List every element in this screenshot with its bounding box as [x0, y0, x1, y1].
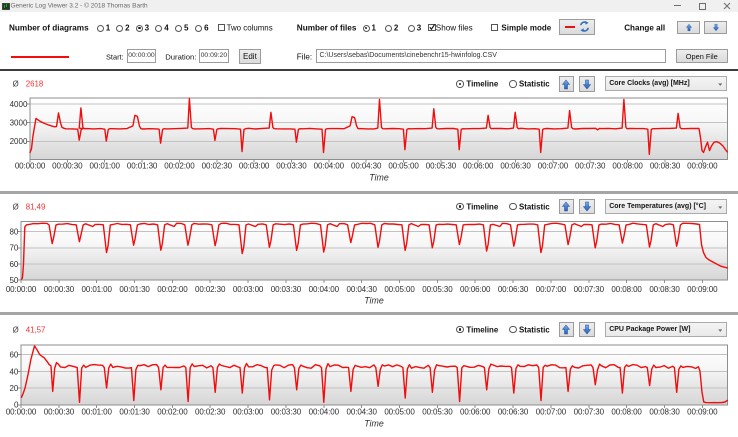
svg-text:0: 0: [14, 401, 19, 410]
svg-text:00:07:00: 00:07:00: [536, 285, 567, 294]
svg-text:00:07:00: 00:07:00: [538, 161, 569, 170]
svg-text:00:09:00: 00:09:00: [687, 285, 718, 294]
svg-text:Time: Time: [369, 172, 389, 182]
svg-text:00:06:00: 00:06:00: [463, 161, 494, 170]
svg-text:00:01:30: 00:01:30: [119, 285, 150, 294]
svg-text:00:04:30: 00:04:30: [351, 161, 382, 170]
svg-text:00:02:30: 00:02:30: [202, 161, 233, 170]
svg-text:00:01:30: 00:01:30: [127, 161, 158, 170]
svg-text:00:09:00: 00:09:00: [687, 408, 718, 417]
svg-text:00:08:00: 00:08:00: [611, 408, 642, 417]
svg-text:00:02:30: 00:02:30: [195, 285, 226, 294]
svg-text:3000: 3000: [10, 119, 28, 128]
svg-text:00:04:00: 00:04:00: [309, 285, 340, 294]
svg-text:00:06:00: 00:06:00: [460, 408, 491, 417]
svg-text:00:03:30: 00:03:30: [271, 285, 302, 294]
svg-text:00:01:30: 00:01:30: [119, 408, 150, 417]
svg-text:60: 60: [9, 351, 18, 360]
svg-text:00:00:30: 00:00:30: [44, 285, 75, 294]
svg-text:4000: 4000: [10, 100, 28, 109]
svg-text:00:06:00: 00:06:00: [460, 285, 491, 294]
svg-text:Time: Time: [364, 296, 384, 306]
svg-text:00:08:00: 00:08:00: [611, 285, 642, 294]
svg-text:50: 50: [9, 276, 18, 285]
svg-text:00:04:30: 00:04:30: [347, 408, 378, 417]
svg-text:70: 70: [9, 244, 18, 253]
svg-text:00:03:00: 00:03:00: [239, 161, 270, 170]
svg-text:00:00:30: 00:00:30: [44, 408, 75, 417]
svg-text:00:07:30: 00:07:30: [574, 408, 605, 417]
svg-text:00:02:00: 00:02:00: [157, 285, 188, 294]
svg-text:00:05:30: 00:05:30: [426, 161, 457, 170]
svg-text:00:05:00: 00:05:00: [384, 408, 415, 417]
svg-text:00:02:00: 00:02:00: [157, 408, 188, 417]
svg-text:00:03:00: 00:03:00: [233, 408, 264, 417]
svg-text:00:01:00: 00:01:00: [82, 285, 113, 294]
svg-text:00:00:00: 00:00:00: [6, 408, 37, 417]
svg-text:00:03:30: 00:03:30: [271, 408, 302, 417]
svg-text:00:08:30: 00:08:30: [649, 408, 680, 417]
svg-text:80: 80: [9, 228, 18, 237]
svg-text:00:08:00: 00:08:00: [612, 161, 643, 170]
svg-text:00:00:30: 00:00:30: [52, 161, 83, 170]
svg-text:60: 60: [9, 260, 18, 269]
svg-text:00:04:00: 00:04:00: [309, 408, 340, 417]
svg-text:00:03:30: 00:03:30: [276, 161, 307, 170]
svg-text:2000: 2000: [10, 137, 28, 146]
svg-text:00:07:00: 00:07:00: [536, 408, 567, 417]
svg-text:00:05:00: 00:05:00: [388, 161, 419, 170]
svg-text:00:03:00: 00:03:00: [233, 285, 264, 294]
svg-text:00:05:30: 00:05:30: [422, 285, 453, 294]
svg-text:00:06:30: 00:06:30: [500, 161, 531, 170]
svg-text:00:04:00: 00:04:00: [314, 161, 345, 170]
svg-text:00:08:30: 00:08:30: [650, 161, 681, 170]
svg-text:00:01:00: 00:01:00: [90, 161, 121, 170]
svg-text:00:00:00: 00:00:00: [6, 285, 37, 294]
svg-text:00:04:30: 00:04:30: [347, 285, 378, 294]
svg-text:00:08:30: 00:08:30: [649, 285, 680, 294]
svg-text:00:00:00: 00:00:00: [15, 161, 46, 170]
svg-text:00:09:00: 00:09:00: [687, 161, 718, 170]
svg-text:Time: Time: [364, 419, 384, 429]
svg-text:00:07:30: 00:07:30: [574, 285, 605, 294]
svg-text:20: 20: [9, 384, 18, 393]
svg-text:00:01:00: 00:01:00: [82, 408, 113, 417]
svg-text:00:05:30: 00:05:30: [422, 408, 453, 417]
svg-text:00:06:30: 00:06:30: [498, 285, 529, 294]
svg-text:00:02:30: 00:02:30: [195, 408, 226, 417]
svg-text:00:02:00: 00:02:00: [164, 161, 195, 170]
svg-text:00:05:00: 00:05:00: [384, 285, 415, 294]
svg-text:00:06:30: 00:06:30: [498, 408, 529, 417]
svg-text:40: 40: [9, 367, 18, 376]
svg-text:00:07:30: 00:07:30: [575, 161, 606, 170]
